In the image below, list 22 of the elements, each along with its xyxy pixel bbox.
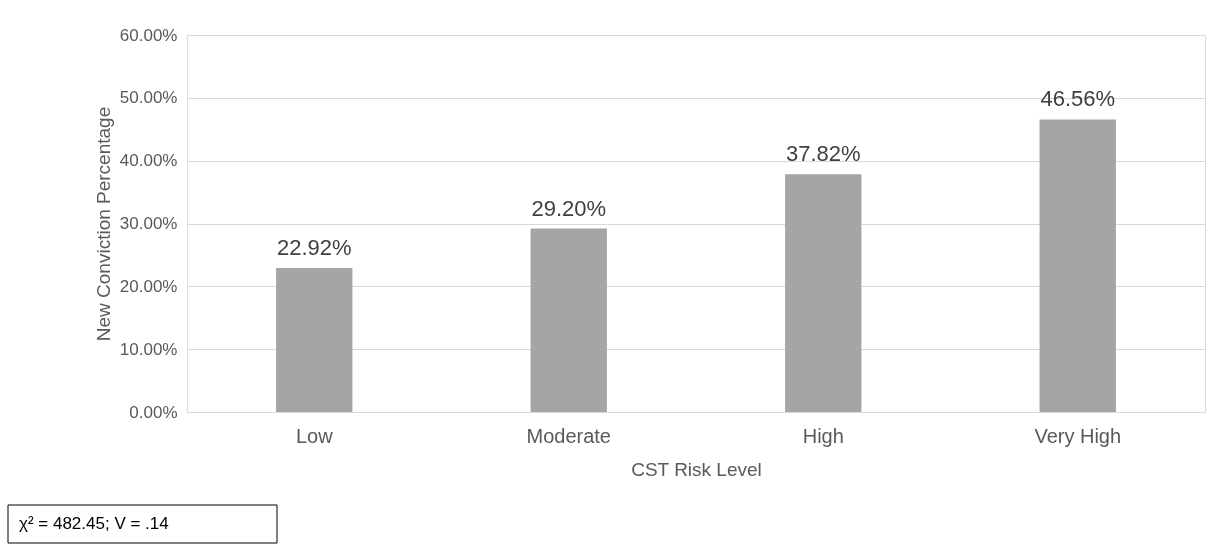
bar bbox=[276, 267, 353, 412]
bar bbox=[785, 174, 862, 412]
data-label: 29.20% bbox=[531, 195, 607, 221]
x-axis-title: CST Risk Level bbox=[631, 458, 762, 480]
x-tick-label: Moderate bbox=[526, 424, 611, 447]
y-tick-label: 0.00% bbox=[129, 402, 178, 422]
y-tick-label: 20.00% bbox=[119, 276, 178, 296]
data-label: 37.82% bbox=[785, 141, 861, 167]
x-tick-label: Low bbox=[295, 424, 334, 447]
x-tick-label: High bbox=[802, 424, 844, 447]
data-label: 46.56% bbox=[1040, 86, 1116, 112]
x-tick-label: Very High bbox=[1034, 424, 1122, 447]
y-tick-label: 40.00% bbox=[119, 151, 178, 171]
y-tick-label: 10.00% bbox=[119, 339, 178, 359]
bar bbox=[530, 228, 607, 412]
y-axis-title: New Conviction Percentage bbox=[92, 106, 114, 342]
y-tick-label: 60.00% bbox=[119, 25, 178, 45]
data-label: 22.92% bbox=[276, 234, 352, 260]
y-tick-label: 50.00% bbox=[119, 88, 178, 108]
bar bbox=[1039, 119, 1116, 412]
y-tick-label: 30.00% bbox=[119, 214, 178, 233]
text: χ² = 482.45; V = .14 bbox=[19, 514, 169, 533]
